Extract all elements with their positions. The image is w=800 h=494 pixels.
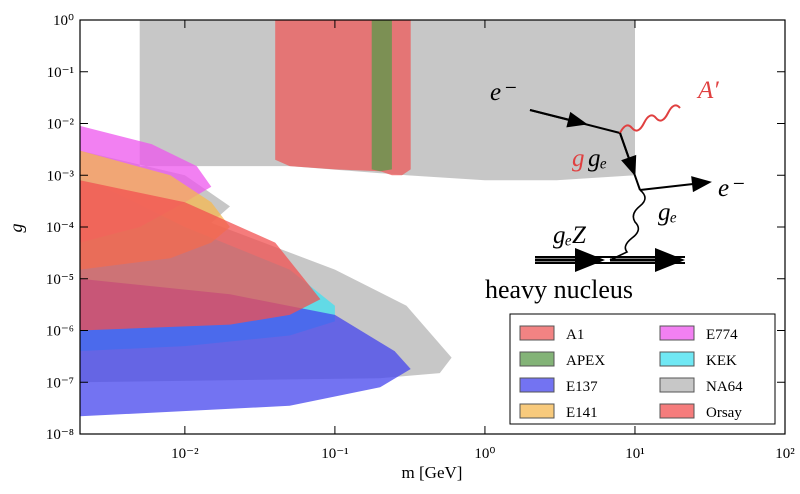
x-tick-label: 10⁰ xyxy=(474,446,495,462)
x-tick-label: 10⁻¹ xyxy=(321,446,348,462)
plot-frame xyxy=(79,19,786,435)
y-tick-label: 10⁻² xyxy=(47,117,75,133)
x-axis-label: m [GeV] xyxy=(402,463,463,482)
photon-line xyxy=(619,104,681,134)
y-tick-label: 10⁰ xyxy=(53,13,74,29)
legend-swatch xyxy=(519,325,555,341)
legend-label: E141 xyxy=(566,405,598,421)
ticks: 10⁻² 10⁻¹ 10⁰ 10¹ 10² 10⁻⁸ 10⁻⁷ 10⁻⁶ 10⁻⁵ 10⁻⁴ 10⁻… xyxy=(46,13,795,462)
legend: A1 APEX E137 E141 E774 KEK NA64 Orsay xyxy=(509,313,776,425)
legend-swatch xyxy=(659,403,695,419)
legend-label: E137 xyxy=(566,379,598,395)
regions xyxy=(80,20,635,417)
annotation: g xyxy=(572,145,585,172)
legend-label: Orsay xyxy=(706,405,742,421)
legend-label: KEK xyxy=(706,353,737,369)
y-axis-label: g xyxy=(6,224,26,233)
z-line xyxy=(609,189,646,261)
legend-swatch xyxy=(659,351,695,367)
annotation: gₑZ xyxy=(553,222,587,249)
legend-swatch xyxy=(659,325,695,341)
x-tick-label: 10² xyxy=(775,446,795,462)
exclusion-region xyxy=(80,180,321,331)
annotation: gₑ xyxy=(658,199,677,226)
electron-line xyxy=(639,176,712,193)
y-tick-label: 10⁻³ xyxy=(47,168,75,184)
annotation: e⁻ xyxy=(718,175,744,202)
legend-label: NA64 xyxy=(706,379,743,395)
annotation: gₑ xyxy=(588,145,607,172)
y-tick-label: 10⁻⁷ xyxy=(46,375,74,391)
legend-label: APEX xyxy=(566,353,605,369)
legend-swatch xyxy=(519,377,555,393)
y-tick-label: 10⁻⁴ xyxy=(46,220,74,236)
legend-swatch xyxy=(519,403,555,419)
x-tick-label: 10⁻² xyxy=(171,446,199,462)
legend-swatch xyxy=(519,351,555,367)
annotation: heavy nucleus xyxy=(485,275,633,304)
y-tick-label: 10⁻⁶ xyxy=(46,324,74,340)
x-tick-label: 10¹ xyxy=(625,446,645,462)
feynman-diagram: e⁻ A′ g gₑ e⁻ gₑ gₑZ heavy nucleus xyxy=(485,77,744,304)
y-tick-label: 10⁻⁸ xyxy=(46,427,74,443)
y-tick-label: 10⁻¹ xyxy=(47,65,74,81)
y-tick-label: 10⁻⁵ xyxy=(46,272,74,288)
exclusion-region xyxy=(371,20,392,172)
annotation: A′ xyxy=(696,77,719,104)
legend-swatch xyxy=(659,377,695,393)
arrow xyxy=(529,109,588,128)
annotation: e⁻ xyxy=(490,79,516,106)
arrow xyxy=(619,132,637,177)
legend-label: A1 xyxy=(566,327,584,343)
legend-label: E774 xyxy=(706,327,738,343)
